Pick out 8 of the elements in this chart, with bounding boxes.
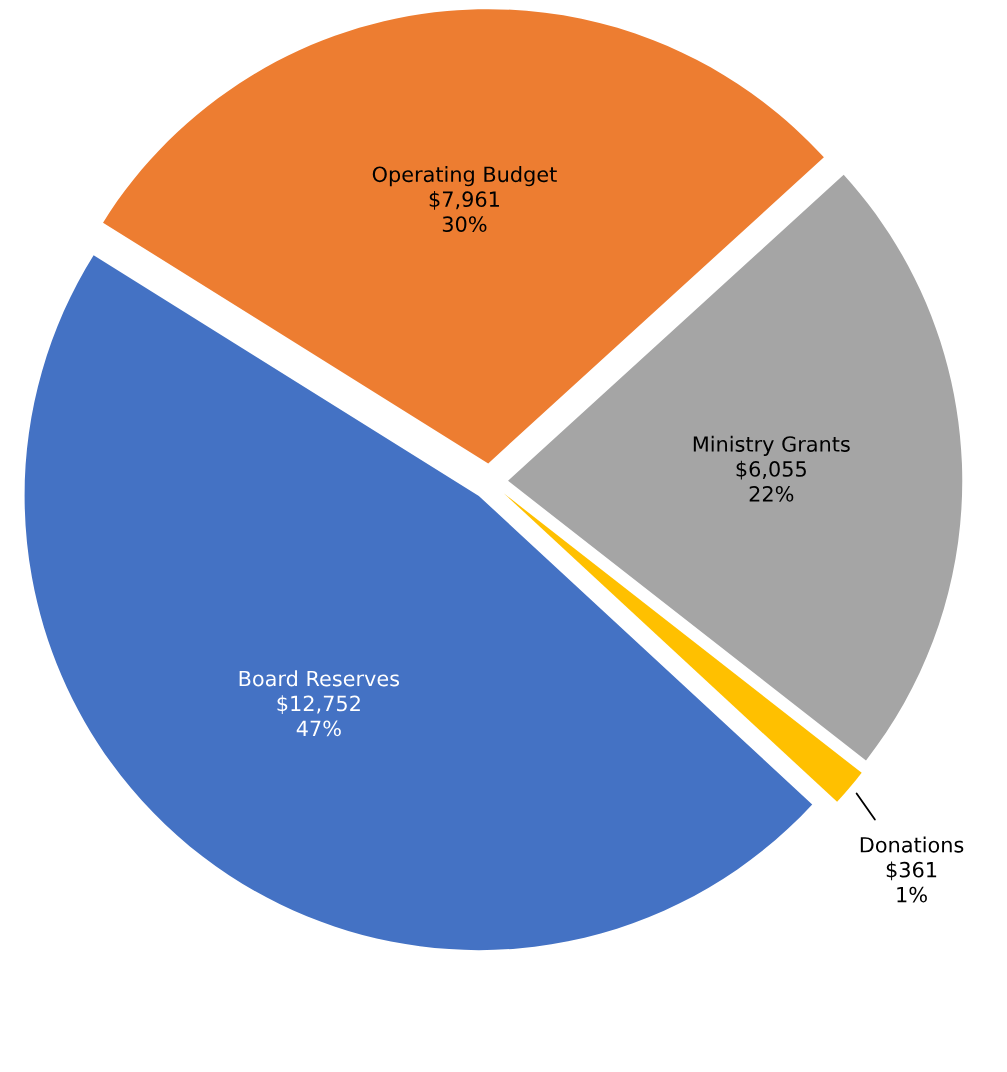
data-label: $12,752 47% <box>277 695 360 737</box>
data-label: $6,055 22% <box>736 460 806 502</box>
slice-label: Operating Budget <box>372 166 557 187</box>
data-label: $7,961 30% <box>429 190 499 232</box>
data-label: $361 1% <box>886 861 937 903</box>
slice-label: Ministry Grants <box>693 435 850 456</box>
slice-label: Board Reserves <box>239 670 400 687</box>
slice-label: Donations <box>860 836 964 853</box>
